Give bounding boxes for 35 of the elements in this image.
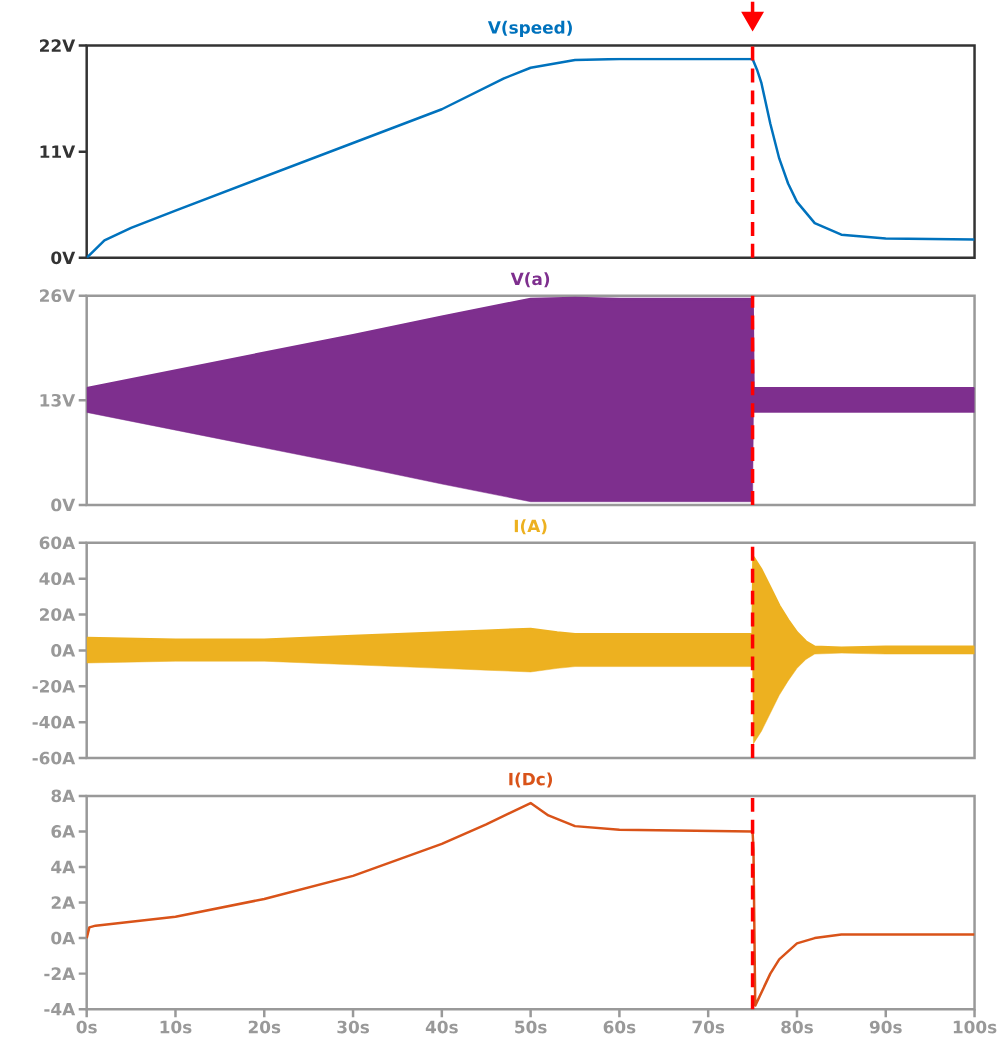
y-tick-label: -20A [32,679,75,693]
y-tick-label: 4A [50,860,75,874]
y-tick-label: -2A [44,967,75,980]
x-tick-label: 60s [603,1020,636,1034]
y-tick-label: 22V [39,39,75,52]
y-tick-label: 0V [51,251,75,265]
y-tick-label: 6A [51,825,75,838]
y-tick-label: 8A [51,789,75,803]
y-tick-label: 40A [39,572,75,586]
y-tick-label: 20A [39,608,75,621]
y-tick-label: 0V [51,498,75,512]
chart-title: I(A) [514,519,547,535]
y-tick-label: 60A [39,536,75,550]
x-tick-label: 50s [514,1020,547,1034]
y-tick-label: 11V [40,145,75,158]
y-tick-label: -4A [44,1003,75,1016]
x-tick-label: 10s [160,1020,192,1034]
y-tick-label: 2A [51,896,75,909]
y-tick-label: 0A [51,644,75,657]
chart-title: V(speed) [487,20,572,38]
chart-title: V(a) [510,272,549,288]
y-tick-label: -40A [32,715,75,729]
x-tick-label: 0s [76,1020,97,1034]
y-tick-label: -60A [32,751,75,765]
x-tick-label: 80s [781,1020,813,1034]
x-tick-label: 100s [953,1020,997,1034]
y-tick-label: 26V [39,289,75,303]
x-tick-label: 30s [337,1020,369,1034]
x-tick-label: 70s [692,1020,724,1034]
y-tick-label: 13V [40,393,75,407]
y-tick-label: 0A [51,931,75,945]
x-tick-label: 40s [425,1020,458,1034]
chart-title: I(Dc) [509,772,552,788]
x-tick-label: 90s [869,1020,902,1034]
x-tick-label: 20s [248,1020,281,1034]
